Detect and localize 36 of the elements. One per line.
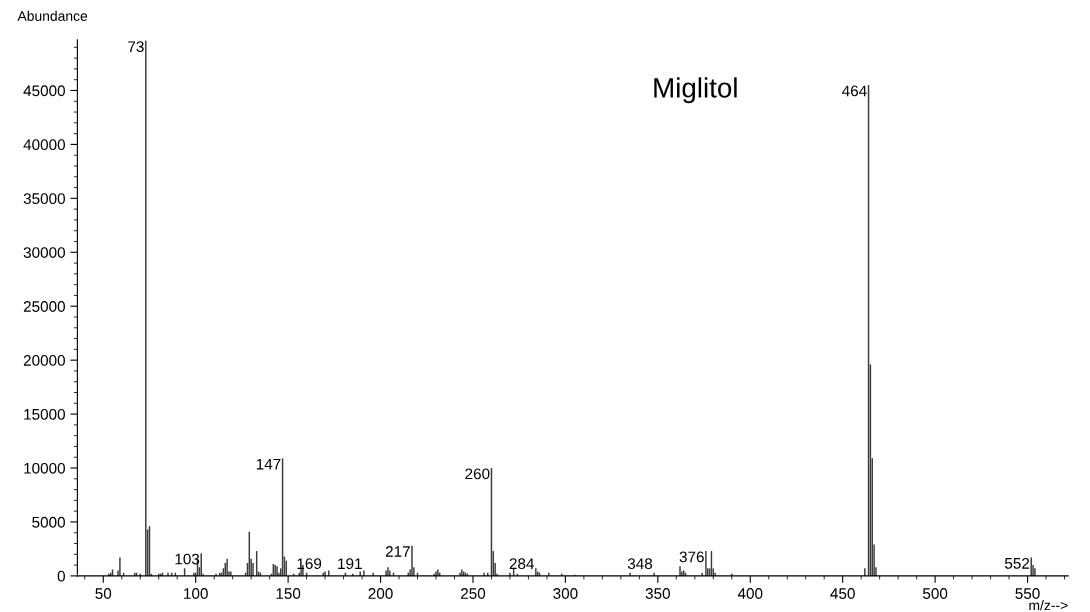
annotation: 169	[297, 558, 322, 570]
y-tick-label: 10000	[24, 462, 65, 474]
y-tick-label: 5000	[32, 516, 65, 528]
annotation: 552	[1004, 557, 1030, 569]
x-tick-label: 200	[368, 588, 393, 599]
x-tick-label: 350	[645, 588, 670, 599]
x-axis-title: m/z-->	[1029, 600, 1068, 611]
annotation: Miglitol	[654, 77, 737, 104]
annotation: 260	[465, 468, 490, 480]
annotation: 464	[842, 85, 867, 97]
annotation: 73	[128, 41, 144, 53]
annotation: 284	[509, 558, 534, 570]
x-tick-label: 450	[830, 588, 855, 599]
annotation: 191	[338, 558, 362, 570]
y-tick-label: 30000	[23, 247, 65, 258]
y-tick-label: 15000	[24, 408, 65, 420]
y-tick-label: 20000	[23, 355, 65, 366]
x-tick-label: 250	[461, 588, 486, 599]
y-axis-title: Abundance	[17, 10, 88, 21]
x-tick-label: 50	[95, 588, 112, 599]
annotation: 103	[175, 553, 200, 565]
x-tick-label: 500	[922, 588, 948, 599]
x-tick-label: 400	[737, 588, 763, 599]
x-tick-label: 150	[276, 588, 301, 599]
x-tick-label: 300	[553, 588, 578, 599]
y-tick-label: 0	[57, 570, 65, 582]
annotation: 348	[627, 558, 653, 570]
y-tick-label: 40000	[23, 139, 65, 151]
x-tick-label: 100	[184, 588, 208, 599]
y-tick-label: 35000	[23, 193, 65, 205]
annotation: 217	[385, 546, 410, 557]
y-tick-label: 45000	[23, 85, 65, 97]
annotation: 376	[679, 551, 704, 563]
x-tick-label: 550	[1015, 588, 1040, 599]
annotation: 147	[256, 458, 281, 470]
y-tick-label: 25000	[23, 301, 65, 312]
